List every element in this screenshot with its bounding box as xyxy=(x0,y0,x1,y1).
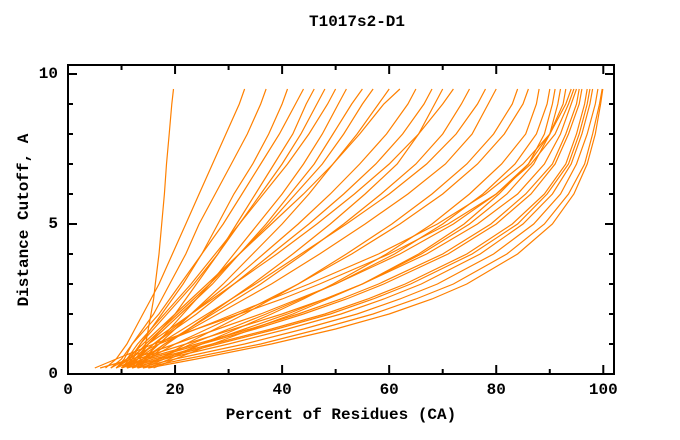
model-curve-29 xyxy=(121,88,583,369)
model-curve-14 xyxy=(126,88,417,369)
x-tick-label-40: 40 xyxy=(272,381,292,399)
model-curve-28 xyxy=(115,88,578,369)
model-curve-16 xyxy=(137,88,444,369)
model-curves-group xyxy=(94,88,604,369)
y-tick-label-10: 10 xyxy=(38,65,58,83)
model-curve-24 xyxy=(137,88,551,369)
model-curve-38 xyxy=(126,88,591,369)
x-tick-label-0: 0 xyxy=(63,381,73,399)
model-curve-18 xyxy=(131,88,471,369)
model-curve-34 xyxy=(121,88,580,369)
model-curve-20 xyxy=(126,88,497,369)
model-curve-9 xyxy=(137,88,347,369)
model-curve-11 xyxy=(121,88,374,369)
x-tick-label-20: 20 xyxy=(165,381,185,399)
model-curve-32 xyxy=(137,88,599,369)
model-curve-35 xyxy=(94,88,575,369)
axes-group xyxy=(67,64,615,375)
model-curve-25 xyxy=(153,88,556,369)
model-curve-17 xyxy=(115,88,454,369)
model-curve-8 xyxy=(115,88,337,369)
model-curve-19 xyxy=(121,88,487,369)
model-curve-2 xyxy=(105,88,246,369)
model-curve-21 xyxy=(142,88,519,369)
model-curve-13 xyxy=(115,88,401,369)
x-tick-label-60: 60 xyxy=(379,381,399,399)
model-curve-27 xyxy=(99,88,572,369)
x-tick-label-100: 100 xyxy=(588,381,618,399)
model-curve-31 xyxy=(132,88,594,369)
model-curve-37 xyxy=(148,88,604,369)
y-tick-label-0: 0 xyxy=(48,365,58,383)
model-curve-15 xyxy=(121,88,433,369)
model-curve-5 xyxy=(110,88,305,369)
model-curve-30 xyxy=(126,88,588,369)
model-curve-36 xyxy=(110,88,567,369)
y-tick-label-5: 5 xyxy=(48,215,58,233)
model-curve-33 xyxy=(142,88,603,369)
model-curve-7 xyxy=(121,88,326,369)
chart-title: T1017s2-D1 xyxy=(308,13,405,31)
x-tick-label-80: 80 xyxy=(486,381,506,399)
plot-border xyxy=(67,64,615,375)
x-axis-label: Percent of Residues (CA) xyxy=(225,406,457,424)
